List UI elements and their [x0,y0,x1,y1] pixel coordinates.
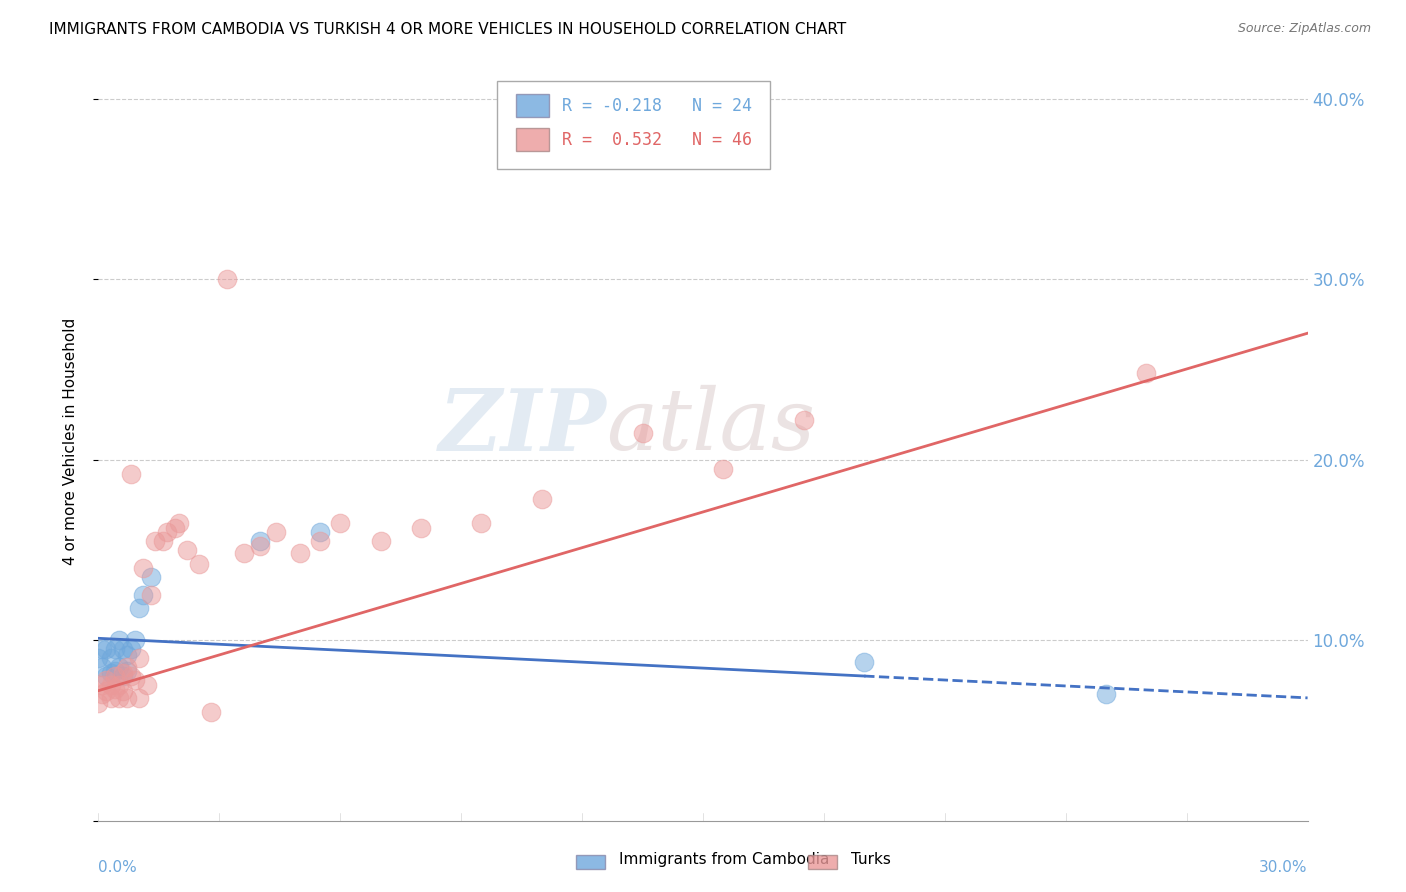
Point [107,660,129,674]
Point [87,651,110,665]
Point [176,542,198,557]
Point [309,533,332,548]
Point [120,642,142,657]
Text: 0.0%: 0.0% [98,861,138,875]
Point [409,521,432,535]
Point [128,651,150,665]
Point [91,687,114,701]
Point [100,665,122,680]
Point [96,669,118,683]
Point [91,660,114,674]
Point [264,524,287,539]
Point [91,678,114,692]
Point [631,425,654,440]
Point [103,664,125,678]
Text: IMMIGRANTS FROM CAMBODIA VS TURKISH 4 OR MORE VEHICLES IN HOUSEHOLD CORRELATION : IMMIGRANTS FROM CAMBODIA VS TURKISH 4 OR… [49,22,846,37]
Text: 30.0%: 30.0% [1260,861,1308,875]
Point [124,673,146,687]
Point [249,539,271,553]
Point [188,558,211,572]
Text: Source: ZipAtlas.com: Source: ZipAtlas.com [1237,22,1371,36]
Point [128,690,150,705]
Point [111,669,134,683]
Point [139,588,162,602]
Point [232,546,254,560]
Point [107,690,129,705]
Point [132,588,155,602]
Point [156,524,179,539]
Text: Immigrants from Cambodia: Immigrants from Cambodia [619,852,830,867]
Point [115,664,138,678]
Point [115,690,138,705]
Point [103,642,125,657]
Point [103,669,125,683]
FancyBboxPatch shape [516,128,550,151]
Y-axis label: 4 or more Vehicles in Household: 4 or more Vehicles in Household [63,318,77,566]
Text: Turks: Turks [851,852,890,867]
Point [135,678,157,692]
Point [96,673,118,687]
Point [1135,366,1157,380]
Point [711,461,734,475]
Point [111,642,134,657]
Point [96,642,118,657]
Point [115,660,138,674]
Point [249,533,271,548]
Point [96,683,118,698]
Point [288,546,311,560]
Point [111,683,134,698]
Point [128,600,150,615]
Point [152,533,174,548]
Point [200,706,222,720]
Point [470,516,492,530]
Point [100,651,122,665]
Point [120,669,142,683]
Point [100,690,122,705]
Point [115,648,138,662]
Text: R =  0.532   N = 46: R = 0.532 N = 46 [561,131,752,149]
Point [100,678,122,692]
Point [107,678,129,692]
Point [163,521,186,535]
Point [87,696,110,710]
Point [107,633,129,648]
Point [167,516,190,530]
Point [309,524,332,539]
Text: atlas: atlas [606,385,815,467]
Point [132,561,155,575]
Point [139,570,162,584]
Point [111,665,134,680]
Text: ZIP: ZIP [439,384,606,468]
Point [793,413,815,427]
Point [91,642,114,657]
Point [217,272,239,286]
Point [120,467,142,481]
Point [370,533,392,548]
FancyBboxPatch shape [516,95,550,117]
Text: R = -0.218   N = 24: R = -0.218 N = 24 [561,96,752,115]
Point [853,655,876,669]
Point [143,533,166,548]
FancyBboxPatch shape [498,81,769,169]
Point [1095,687,1118,701]
Point [530,492,553,507]
Point [329,516,352,530]
Point [103,681,125,696]
Point [124,633,146,648]
